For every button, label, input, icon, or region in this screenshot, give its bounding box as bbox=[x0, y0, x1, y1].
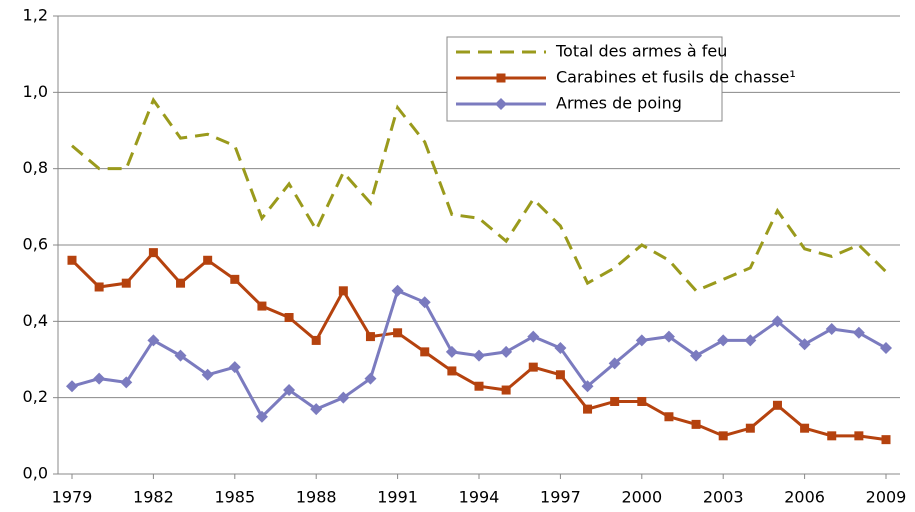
point bbox=[120, 376, 133, 389]
point bbox=[744, 334, 757, 347]
point bbox=[827, 431, 837, 441]
point bbox=[854, 431, 864, 441]
point bbox=[445, 345, 458, 358]
point bbox=[310, 403, 323, 416]
point bbox=[527, 330, 540, 343]
y-tick-label: 0,4 bbox=[23, 311, 48, 330]
point bbox=[201, 368, 214, 381]
point bbox=[420, 347, 430, 357]
point bbox=[418, 296, 431, 309]
x-tick-label: 1997 bbox=[540, 488, 581, 507]
legend-label: Carabines et fusils de chasse¹ bbox=[556, 68, 796, 87]
point bbox=[718, 431, 728, 441]
x-tick-label: 1985 bbox=[214, 488, 255, 507]
x-tick-label: 1991 bbox=[377, 488, 418, 507]
x-tick-label: 2009 bbox=[866, 488, 907, 507]
x-tick-label: 1979 bbox=[52, 488, 93, 507]
point bbox=[881, 435, 891, 445]
point bbox=[637, 396, 647, 406]
point bbox=[473, 349, 485, 362]
legend-marker bbox=[496, 73, 506, 83]
point bbox=[691, 419, 701, 429]
point bbox=[635, 334, 648, 347]
point bbox=[717, 334, 730, 347]
point bbox=[583, 404, 593, 414]
point bbox=[852, 326, 865, 339]
x-tick-label: 2003 bbox=[703, 488, 744, 507]
point bbox=[121, 278, 131, 288]
point bbox=[771, 315, 784, 328]
y-tick-label: 0,8 bbox=[23, 158, 48, 177]
point bbox=[257, 301, 267, 311]
point bbox=[555, 370, 565, 380]
point bbox=[690, 349, 703, 362]
legend-marker bbox=[495, 98, 507, 110]
point bbox=[148, 248, 158, 258]
point bbox=[581, 380, 594, 393]
point bbox=[228, 361, 241, 374]
point bbox=[500, 345, 513, 358]
point bbox=[745, 423, 755, 433]
point bbox=[93, 372, 106, 385]
point bbox=[67, 255, 77, 265]
point bbox=[311, 335, 321, 345]
point bbox=[176, 278, 186, 288]
legend-label: Total des armes à feu bbox=[555, 42, 727, 61]
y-tick-label: 1,0 bbox=[23, 82, 48, 101]
point bbox=[447, 366, 457, 376]
y-tick-label: 0,2 bbox=[23, 387, 48, 406]
series-line bbox=[71, 96, 888, 293]
series-line bbox=[70, 250, 887, 442]
point bbox=[664, 412, 674, 422]
point bbox=[772, 400, 782, 410]
point bbox=[338, 286, 348, 296]
y-tick-label: 1,2 bbox=[23, 6, 48, 25]
point bbox=[474, 381, 484, 391]
point bbox=[203, 255, 213, 265]
point bbox=[501, 385, 511, 395]
point bbox=[554, 342, 567, 355]
x-tick-label: 1982 bbox=[133, 488, 174, 507]
x-tick-label: 2006 bbox=[784, 488, 825, 507]
point bbox=[391, 284, 404, 297]
point bbox=[365, 332, 375, 342]
point bbox=[880, 342, 892, 355]
point bbox=[284, 313, 294, 323]
point bbox=[662, 330, 675, 343]
point bbox=[800, 423, 810, 433]
x-tick-label: 1988 bbox=[296, 488, 337, 507]
y-tick-label: 0,6 bbox=[23, 235, 48, 254]
x-tick-label: 2000 bbox=[621, 488, 662, 507]
point bbox=[255, 410, 268, 423]
point bbox=[147, 334, 160, 347]
legend-label: Armes de poing bbox=[556, 94, 682, 113]
point bbox=[337, 391, 350, 404]
point bbox=[66, 380, 78, 393]
point bbox=[608, 357, 621, 370]
point bbox=[798, 338, 811, 351]
point bbox=[528, 362, 538, 372]
point bbox=[825, 322, 838, 335]
y-tick-label: 0,0 bbox=[23, 464, 48, 483]
point bbox=[283, 384, 296, 397]
point bbox=[393, 328, 403, 338]
point bbox=[610, 396, 620, 406]
point bbox=[230, 274, 240, 284]
point bbox=[364, 372, 377, 385]
x-tick-label: 1994 bbox=[459, 488, 500, 507]
point bbox=[94, 282, 104, 292]
point bbox=[174, 349, 187, 362]
